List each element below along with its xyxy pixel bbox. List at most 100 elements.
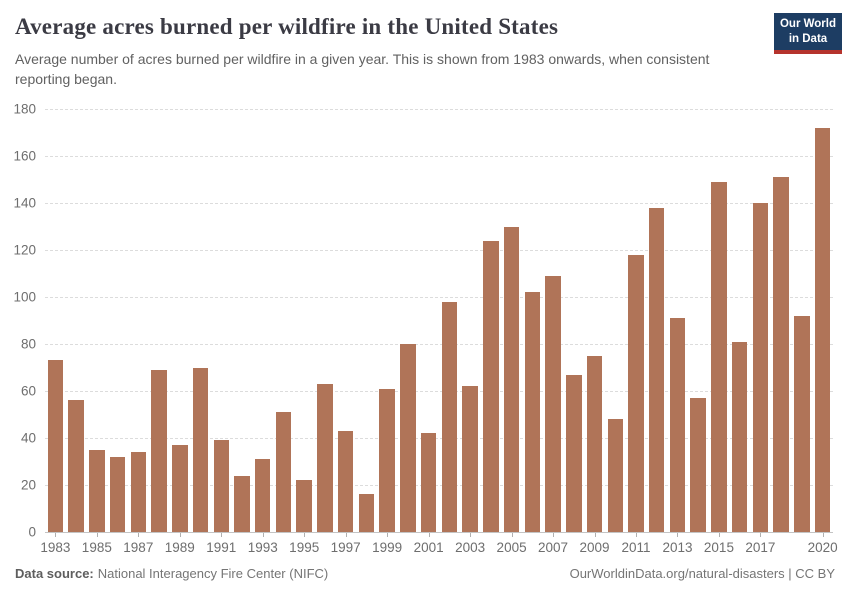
x-tick-mark-2013 — [677, 533, 679, 537]
x-tick-mark-2005 — [511, 533, 513, 537]
y-axis-label-100: 100 — [13, 289, 36, 305]
bar-2003[interactable] — [462, 386, 478, 532]
y-axis-label-120: 120 — [13, 242, 36, 258]
x-axis-label-2013: 2013 — [662, 540, 693, 555]
x-tick-mark-1999 — [387, 533, 389, 537]
bar-1996[interactable] — [317, 383, 333, 532]
y-axis-label-180: 180 — [13, 101, 36, 117]
x-axis-label-2003: 2003 — [455, 540, 486, 555]
gridline-180 — [45, 109, 833, 110]
x-tick-mark-1987 — [138, 533, 140, 537]
bar-1999[interactable] — [379, 388, 395, 532]
x-axis-label-2009: 2009 — [579, 540, 610, 555]
bar-2017[interactable] — [752, 203, 769, 532]
chart-title: Average acres burned per wildfire in the… — [15, 14, 559, 39]
gridline-60 — [45, 391, 833, 392]
x-tick-mark-2001 — [428, 533, 430, 537]
x-tick-mark-2020 — [822, 533, 824, 537]
x-tick-mark-1985 — [96, 533, 98, 537]
gridline-160 — [45, 156, 833, 157]
gridline-140 — [45, 203, 833, 204]
x-axis-label-2017: 2017 — [745, 540, 776, 555]
bar-1988[interactable] — [151, 369, 167, 532]
bar-1992[interactable] — [234, 475, 250, 532]
bar-2008[interactable] — [566, 374, 582, 532]
bar-2011[interactable] — [628, 254, 644, 532]
bar-2002[interactable] — [441, 301, 458, 532]
plot-area: 0 20 40 60 80 100 120 140 160 180 1983 1985 1987 1989… — [13, 102, 837, 556]
bar-1989[interactable] — [172, 445, 188, 532]
y-axis-label-20: 20 — [20, 477, 36, 493]
bar-1995[interactable] — [296, 480, 312, 532]
bar-2004[interactable] — [483, 240, 499, 532]
x-tick-mark-2017 — [760, 533, 762, 537]
bar-2006[interactable] — [524, 292, 541, 532]
gridline-0 — [45, 532, 833, 533]
x-tick-mark-1983 — [55, 533, 57, 537]
x-axis-label-1985: 1985 — [81, 540, 112, 555]
x-axis-label-1983: 1983 — [40, 540, 71, 555]
bar-2016[interactable] — [731, 341, 748, 532]
x-axis-label-2011: 2011 — [621, 540, 651, 555]
y-axis-label-40: 40 — [20, 430, 36, 446]
bar-2020[interactable] — [814, 127, 831, 532]
owid-logo-line2: in Data — [788, 32, 828, 45]
x-axis-label-1991: 1991 — [206, 540, 237, 555]
x-tick-mark-1993 — [262, 533, 264, 537]
y-axis-label-160: 160 — [13, 148, 36, 164]
x-tick-mark-1991 — [221, 533, 223, 537]
bar-2018[interactable] — [773, 177, 789, 532]
gridline-100 — [45, 297, 833, 298]
gridline-80 — [45, 344, 833, 345]
y-axis-label-60: 60 — [20, 383, 36, 399]
bar-2010[interactable] — [607, 419, 623, 532]
bar-1983[interactable] — [47, 360, 64, 532]
bar-2007[interactable] — [545, 275, 561, 532]
x-axis-label-1993: 1993 — [247, 540, 278, 555]
bar-2000[interactable] — [400, 344, 416, 532]
gridline-20 — [45, 485, 833, 486]
bar-2013[interactable] — [669, 318, 686, 532]
bar-2014[interactable] — [690, 398, 706, 532]
x-axis-label-2005: 2005 — [496, 540, 527, 555]
x-tick-mark-1997 — [345, 533, 347, 537]
bar-1985[interactable] — [89, 449, 105, 532]
bar-2005[interactable] — [503, 226, 520, 532]
gridline-120 — [45, 250, 833, 251]
bar-1991[interactable] — [213, 440, 229, 532]
bar-1993[interactable] — [254, 459, 271, 532]
bar-1998[interactable] — [358, 494, 375, 532]
footer: Data source: National Interagency Fire Ce… — [15, 566, 835, 581]
x-axis-label-1995: 1995 — [289, 540, 320, 555]
data-source-value: National Interagency Fire Center (NIFC) — [97, 566, 329, 581]
x-axis-label-1987: 1987 — [123, 540, 154, 555]
owid-logo[interactable]: Our World in Data — [774, 13, 842, 54]
gridline-40 — [45, 438, 833, 439]
y-axis-label-80: 80 — [20, 336, 36, 352]
bar-2009[interactable] — [586, 355, 603, 532]
owid-logo-line1: Our World — [779, 18, 836, 30]
x-axis-label-1989: 1989 — [164, 540, 195, 555]
credit-link[interactable]: OurWorldinData.org/natural-disasters | C… — [569, 566, 835, 581]
x-tick-mark-2015 — [718, 533, 720, 537]
bar-1994[interactable] — [275, 412, 292, 532]
bar-1997[interactable] — [337, 430, 354, 532]
y-axis-label-0: 0 — [28, 524, 36, 540]
bar-1986[interactable] — [109, 456, 126, 532]
chart-subtitle: Average number of acres burned per wildf… — [15, 51, 710, 87]
bar-2015[interactable] — [711, 181, 727, 532]
x-axis-label-1997: 1997 — [330, 540, 361, 555]
x-axis-label-2020: 2020 — [807, 540, 838, 555]
data-source-label: Data source: — [15, 566, 94, 581]
bar-1987[interactable] — [130, 452, 147, 532]
bar-2001[interactable] — [420, 433, 437, 532]
y-axis-label-140: 140 — [13, 195, 36, 211]
data-source: Data source: National Interagency Fire Ce… — [15, 566, 328, 581]
bar-1990[interactable] — [192, 367, 209, 532]
bar-2019[interactable] — [794, 315, 810, 532]
x-tick-mark-1995 — [304, 533, 306, 537]
x-tick-mark-2011 — [636, 533, 637, 537]
bar-2012[interactable] — [648, 207, 665, 532]
bar-1984[interactable] — [68, 400, 84, 532]
